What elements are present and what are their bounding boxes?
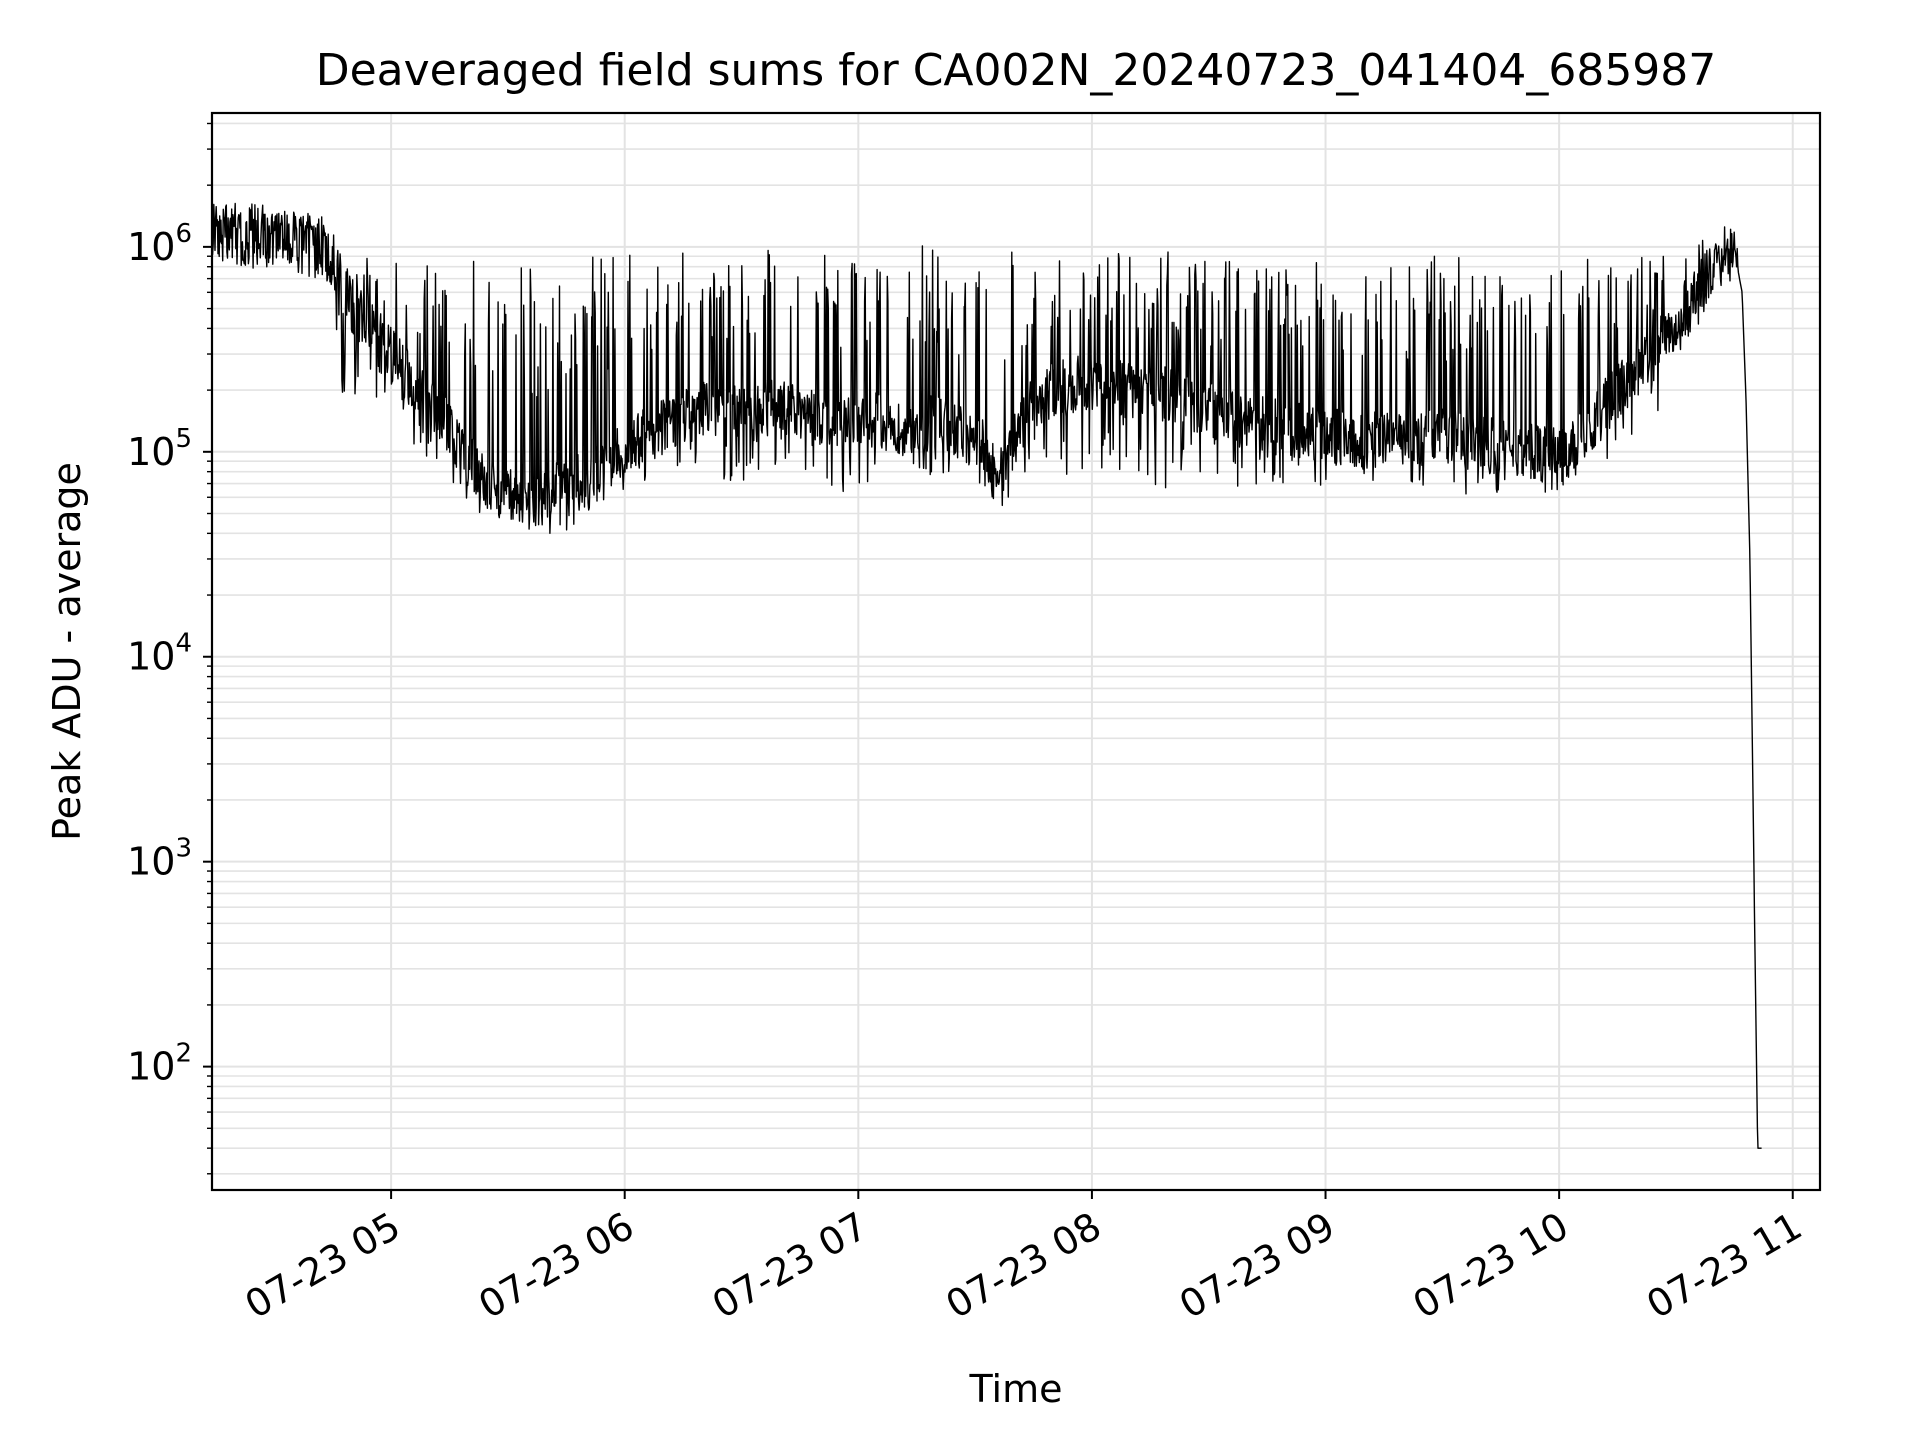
y-tick-label: 102 [127, 1039, 192, 1089]
y-tick-label: 106 [127, 219, 192, 269]
plot-area-frame [210, 111, 1822, 1192]
y-axis-label: Peak ADU - average [45, 462, 89, 841]
y-tick-label: 104 [127, 629, 192, 679]
series-line [211, 202, 1762, 1149]
y-tick-label: 105 [127, 424, 192, 474]
x-axis-label: Time [969, 1367, 1063, 1411]
data-series [211, 202, 1762, 1149]
chart-title: Deaveraged field sums for CA002N_2024072… [316, 45, 1717, 96]
y-tick-label: 103 [127, 834, 192, 884]
